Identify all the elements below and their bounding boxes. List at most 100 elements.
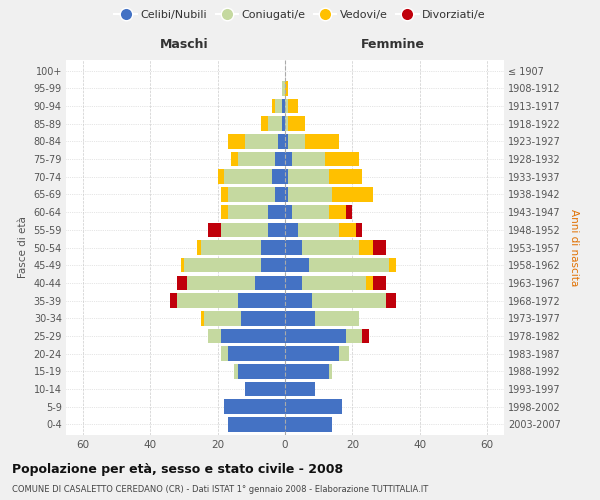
Bar	[285, 364, 329, 378]
Bar	[201, 240, 262, 255]
Bar	[285, 328, 346, 343]
Bar	[170, 294, 177, 308]
Bar	[184, 258, 262, 272]
Bar	[329, 205, 346, 220]
Bar	[228, 417, 285, 432]
Bar	[305, 134, 339, 148]
Bar	[218, 170, 224, 184]
Bar	[308, 258, 389, 272]
Bar	[201, 311, 204, 326]
Bar	[386, 294, 396, 308]
Bar	[275, 187, 285, 202]
Bar	[285, 98, 289, 113]
Text: COMUNE DI CASALETTO CEREDANO (CR) - Dati ISTAT 1° gennaio 2008 - Elaborazione TU: COMUNE DI CASALETTO CEREDANO (CR) - Dati…	[12, 485, 428, 494]
Bar	[285, 417, 332, 432]
Bar	[346, 328, 362, 343]
Bar	[187, 276, 254, 290]
Bar	[268, 205, 285, 220]
Bar	[362, 328, 369, 343]
Bar	[262, 258, 285, 272]
Bar	[285, 346, 339, 361]
Bar	[389, 258, 396, 272]
Y-axis label: Fasce di età: Fasce di età	[18, 216, 28, 278]
Bar	[281, 116, 285, 131]
Bar	[235, 364, 238, 378]
Bar	[285, 81, 289, 96]
Bar	[278, 134, 285, 148]
Bar	[238, 294, 285, 308]
Bar	[228, 205, 268, 220]
Bar	[332, 187, 373, 202]
Bar	[289, 134, 305, 148]
Bar	[289, 187, 332, 202]
Bar	[224, 170, 272, 184]
Bar	[285, 116, 289, 131]
Bar	[285, 294, 312, 308]
Bar	[285, 240, 302, 255]
Bar	[181, 258, 184, 272]
Bar	[245, 382, 285, 396]
Bar	[224, 400, 285, 414]
Bar	[228, 134, 245, 148]
Bar	[329, 170, 362, 184]
Bar	[285, 276, 302, 290]
Bar	[325, 152, 359, 166]
Bar	[208, 328, 221, 343]
Bar	[285, 311, 316, 326]
Bar	[292, 205, 329, 220]
Bar	[228, 187, 275, 202]
Bar	[177, 276, 187, 290]
Text: Maschi: Maschi	[160, 38, 208, 51]
Bar	[289, 98, 298, 113]
Bar	[285, 170, 289, 184]
Bar	[285, 258, 308, 272]
Bar	[373, 276, 386, 290]
Bar	[238, 364, 285, 378]
Bar	[177, 294, 238, 308]
Bar	[272, 98, 275, 113]
Bar	[366, 276, 373, 290]
Bar	[285, 382, 316, 396]
Bar	[272, 170, 285, 184]
Bar	[312, 294, 386, 308]
Bar	[221, 187, 228, 202]
Bar	[285, 400, 342, 414]
Bar	[275, 98, 281, 113]
Bar	[359, 240, 373, 255]
Bar	[262, 116, 268, 131]
Bar	[221, 328, 285, 343]
Bar	[204, 311, 241, 326]
Bar	[221, 346, 228, 361]
Bar	[254, 276, 285, 290]
Y-axis label: Anni di nascita: Anni di nascita	[569, 209, 580, 286]
Bar	[339, 346, 349, 361]
Bar	[285, 134, 289, 148]
Bar	[289, 170, 329, 184]
Bar	[275, 152, 285, 166]
Bar	[285, 205, 292, 220]
Bar	[285, 222, 298, 237]
Bar	[221, 205, 228, 220]
Bar	[356, 222, 362, 237]
Bar	[346, 205, 352, 220]
Bar	[268, 116, 281, 131]
Bar	[329, 364, 332, 378]
Text: Femmine: Femmine	[361, 38, 425, 51]
Bar	[245, 134, 278, 148]
Bar	[281, 98, 285, 113]
Bar	[285, 152, 292, 166]
Bar	[221, 222, 268, 237]
Bar	[208, 222, 221, 237]
Text: Popolazione per età, sesso e stato civile - 2008: Popolazione per età, sesso e stato civil…	[12, 462, 343, 475]
Bar	[285, 187, 289, 202]
Bar	[231, 152, 238, 166]
Bar	[241, 311, 285, 326]
Bar	[302, 276, 366, 290]
Bar	[228, 346, 285, 361]
Bar	[339, 222, 356, 237]
Bar	[268, 222, 285, 237]
Legend: Celibi/Nubili, Coniugati/e, Vedovi/e, Divorziati/e: Celibi/Nubili, Coniugati/e, Vedovi/e, Di…	[110, 6, 490, 25]
Bar	[281, 81, 285, 96]
Bar	[238, 152, 275, 166]
Bar	[298, 222, 339, 237]
